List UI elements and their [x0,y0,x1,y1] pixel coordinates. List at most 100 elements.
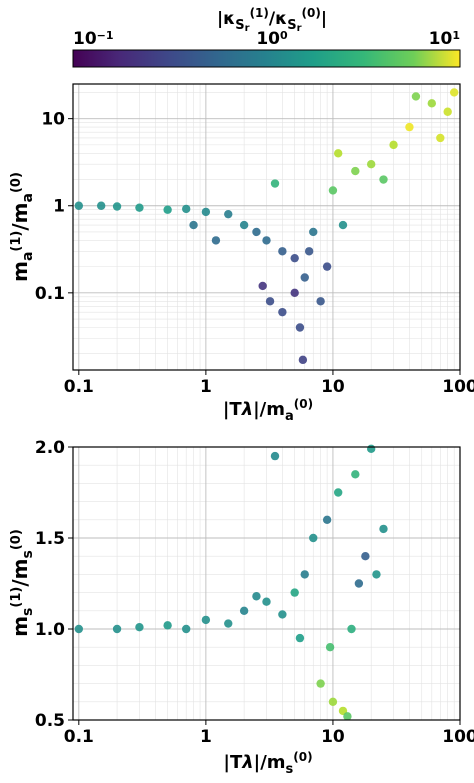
scatter-point [316,679,325,688]
y-tick-label: 0.1 [35,284,65,304]
scatter-point [309,227,318,237]
scatter-point [252,592,261,601]
top-scatter-points [74,88,459,365]
scatter-point [163,205,172,214]
x-tick-label: 0.1 [64,377,94,397]
scatter-point [135,622,144,632]
scatter-point [372,570,381,579]
y-tick-label: 1 [53,197,65,217]
scatter-point [351,470,360,479]
scatter-point [278,610,287,619]
scatter-point [316,297,325,306]
scatter-point [112,202,122,211]
scatter-point [328,186,338,195]
bottom-y-axis-label: ms(1)/ms(0) [8,529,36,637]
top-tick-labels: 0.1 1 10 100 0.1 1 10 [35,110,474,397]
scatter-point [361,552,370,561]
bottom-scatter-points [74,444,388,721]
top-scatter-panel: 0.1 1 10 100 0.1 1 10 |Tλ|/ma(0) ma(1)/ma(0) [8,83,474,424]
scatter-point [211,236,221,245]
scatter-point [333,488,343,497]
scatter-point [135,203,144,212]
bottom-scatter-panel: 0.1 1 10 100 0.5 1.0 1.5 2.0 |Tλ|/ms(0) ms(1)/m… [8,438,474,777]
scatter-point [347,624,356,634]
x-tick-label: 10 [321,377,345,397]
scatter-point [163,621,172,630]
scatter-point [436,133,445,143]
scatter-point [290,288,299,298]
scatter-point [262,236,271,245]
scatter-point [443,107,452,116]
scatter-point [201,615,211,625]
y-tick-label: 1.0 [35,620,65,640]
scatter-point [338,220,348,230]
scatter-point [201,207,211,217]
colorbar-gradient [72,49,461,68]
scatter-point [224,209,233,219]
bottom-x-axis-label: |Tλ|/ms(0) [223,750,312,776]
y-tick-label: 2.0 [35,438,65,458]
scatter-point [239,220,249,230]
scatter-point [262,597,271,606]
scatter-point [304,247,314,256]
scatter-point [449,88,459,97]
scatter-point [239,606,249,615]
scatter-point [354,579,364,588]
scatter-point [270,451,280,461]
scatter-point [309,533,318,543]
scatter-point [224,619,233,628]
top-plot-frame [72,83,461,371]
scatter-point [278,247,287,256]
scatter-point [181,624,191,634]
bottom-tick-labels: 0.1 1 10 100 0.5 1.0 1.5 2.0 [35,438,474,747]
scatter-point [333,149,343,158]
colorbar-tick-labels: 10−1 100 101 [73,29,460,49]
y-tick-label: 10 [41,110,65,130]
scatter-point [427,99,437,108]
scatter-point [300,273,309,282]
x-tick-label: 1 [200,727,212,747]
scatter-point [189,220,198,230]
scatter-point [300,570,309,579]
scatter-point [181,204,191,214]
scatter-point [112,624,122,634]
y-tick-label: 1.5 [35,529,65,549]
scatter-point [252,227,261,237]
top-x-axis-label: |Tλ|/ma(0) [223,397,313,423]
scatter-point [379,524,388,534]
x-tick-label: 1 [200,377,212,397]
x-tick-label: 10 [321,727,345,747]
scatter-point [96,201,106,210]
scatter-point [328,697,338,706]
scatter-point [325,643,335,652]
scatter-point [270,179,280,188]
y-tick-label: 0.5 [35,711,65,731]
top-grid [73,84,461,370]
top-y-axis-label: ma(1)/ma(0) [8,172,36,282]
colorbar-tick-label: 100 [256,29,288,49]
scatter-point [290,588,299,597]
x-tick-label: 100 [442,377,474,397]
scatter-point [278,307,287,317]
colorbar-tick-label: 10−1 [73,29,114,49]
scatter-point [411,92,421,101]
scatter-point [379,175,388,184]
scatter-point [343,712,352,721]
scatter-point [298,355,308,365]
scatter-point [366,444,376,454]
bottom-grid [73,446,461,721]
scatter-point [74,201,84,210]
scatter-point [366,159,376,169]
scatter-point [74,624,84,634]
scatter-point [258,281,267,291]
scatter-point [295,323,305,332]
x-tick-label: 0.1 [64,727,94,747]
x-tick-label: 100 [442,727,474,747]
scatter-point [290,253,299,263]
scatter-point [322,515,332,524]
scatter-point [389,140,398,150]
colorbar-tick-label: 101 [429,29,460,49]
scatter-point [322,262,332,271]
scatter-point [405,122,414,132]
